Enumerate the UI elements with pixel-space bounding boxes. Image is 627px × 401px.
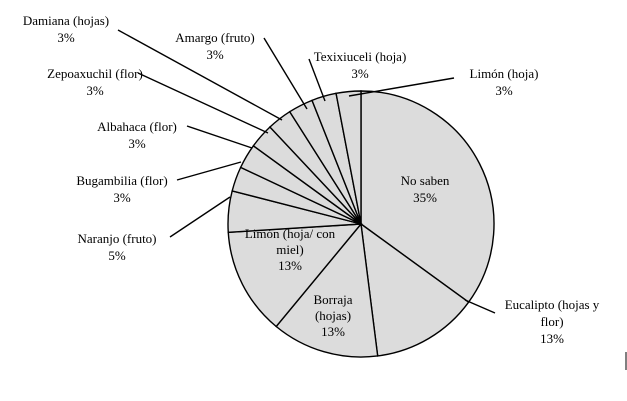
slice-name-label: Damiana (hojas)	[23, 13, 109, 28]
pie-slices	[227, 90, 495, 358]
slice-value-label: 3%	[113, 190, 131, 205]
slice-value-label: 3%	[351, 66, 369, 81]
leader-line-amargo-fruto	[263, 37, 308, 110]
slice-label-texixiuceli-hoja: Texixiuceli (hoja) 3%	[314, 49, 407, 81]
slice-name-label: Limón (hoja)	[470, 66, 539, 81]
slice-value-label: 13%	[321, 324, 345, 339]
pie-slice-no-saben	[360, 90, 495, 304]
slice-label-zepoaxuchil-flor: Zepoaxuchil (flor) 3%	[47, 66, 143, 98]
leader-line-albahaca-flor	[186, 125, 253, 149]
leader-line-eucalipto-hojas-y-flor	[464, 299, 496, 314]
pie-slice-limon-hoja	[335, 90, 362, 225]
slice-name-label: Albahaca (flor)	[97, 119, 177, 134]
slice-labels: No saben 35%Eucalipto (hojas y flor) 13%Bor…	[23, 13, 600, 346]
slice-label-bugambilia-flor: Bugambilia (flor) 3%	[76, 173, 167, 205]
slice-name-label: miel)	[276, 242, 303, 257]
pie-slice-eucalipto-hojas-y-flor	[360, 222, 470, 357]
slice-name-label: Bugambilia (flor)	[76, 173, 167, 188]
slice-value-label: 3%	[86, 83, 104, 98]
leader-line-texixiuceli-hoja	[308, 58, 326, 102]
slice-name-label: Amargo (fruto)	[175, 30, 255, 45]
slice-label-eucalipto-hojas-y-flor: Eucalipto (hojas y flor) 13%	[505, 297, 600, 346]
pie-slice-limon-hoja-con-miel	[227, 223, 363, 328]
leader-lines	[117, 29, 496, 314]
slice-label-damiana-hojas: Damiana (hojas) 3%	[23, 13, 109, 45]
slice-label-borraja-hojas: Borraja (hojas) 13%	[314, 292, 353, 339]
slice-label-limon-hoja-con-miel: Limón (hoja/ con miel) 13%	[245, 226, 336, 273]
slice-name-label: (hojas)	[315, 308, 351, 323]
slice-label-no-saben: No saben 35%	[401, 173, 450, 205]
slice-name-label: Texixiuceli (hoja)	[314, 49, 407, 64]
slice-name-label: flor)	[540, 314, 563, 329]
slice-label-limon-hoja: Limón (hoja) 3%	[470, 66, 539, 98]
slice-value-label: 3%	[57, 30, 75, 45]
slice-name-label: Limón (hoja/ con	[245, 226, 336, 241]
slice-label-naranjo-fruto: Naranjo (fruto) 5%	[77, 231, 156, 263]
slice-value-label: 35%	[413, 190, 437, 205]
slice-name-label: Borraja	[314, 292, 353, 307]
slice-name-label: No saben	[401, 173, 450, 188]
leader-line-zepoaxuchil-flor	[137, 72, 269, 134]
slice-value-label: 3%	[128, 136, 146, 151]
slice-label-amargo-fruto: Amargo (fruto) 3%	[175, 30, 255, 62]
slice-value-label: 13%	[540, 331, 564, 346]
pie-slice-borraja-hojas	[275, 222, 379, 358]
slice-name-label: Eucalipto (hojas y	[505, 297, 600, 312]
slice-name-label: Naranjo (fruto)	[77, 231, 156, 246]
leader-line-bugambilia-flor	[176, 161, 242, 181]
slice-label-albahaca-flor: Albahaca (flor) 3%	[97, 119, 177, 151]
slice-value-label: 13%	[278, 258, 302, 273]
slice-name-label: Zepoaxuchil (flor)	[47, 66, 143, 81]
leader-line-naranjo-fruto	[169, 196, 231, 238]
leader-line-damiana-hojas	[117, 29, 283, 121]
slice-value-label: 3%	[206, 47, 224, 62]
leader-line-limon-hoja	[348, 77, 455, 97]
slice-value-label: 5%	[108, 248, 126, 263]
slice-value-label: 3%	[495, 83, 513, 98]
